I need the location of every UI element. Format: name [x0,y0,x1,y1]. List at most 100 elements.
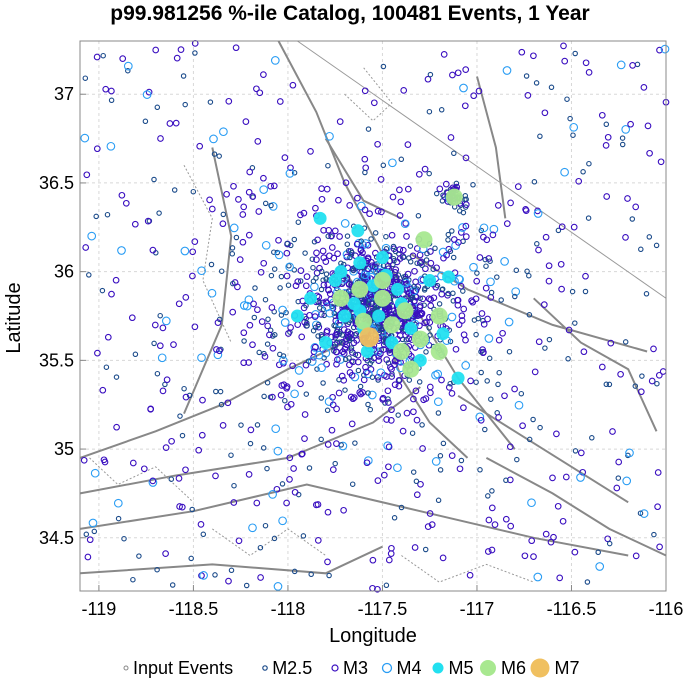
event-point [356,389,364,396]
event-point [261,353,269,360]
event-point [440,51,448,58]
event-point [82,244,90,251]
event-point [117,246,126,255]
event-point [413,478,420,485]
event-point [533,80,540,86]
event-point-m6 [351,280,369,298]
event-point [298,333,306,341]
event-point [531,368,539,376]
event-point [378,208,385,216]
event-point [478,348,484,355]
event-point [533,572,543,582]
event-point [488,289,495,296]
event-point [199,571,208,580]
event-point [297,380,304,388]
event-point [147,405,155,413]
event-point [549,474,556,482]
event-point [257,574,264,581]
event-point [407,353,415,360]
event-point [295,219,302,225]
event-point [216,153,222,159]
event-point [257,268,265,276]
event-point [113,498,123,508]
event-point [403,233,410,240]
event-point [186,392,193,399]
event-point [192,50,198,56]
event-point [469,262,478,272]
event-point [646,149,653,157]
event-point [318,286,325,293]
event-point [253,85,260,93]
event-point [318,395,325,401]
event-point [247,426,255,434]
event-point [323,276,329,282]
event-point [349,249,355,256]
event-point [399,427,407,435]
event-point [264,465,270,472]
event-point [312,501,320,509]
event-point [495,414,502,421]
event-point [545,277,553,285]
event-point [315,321,322,328]
event-point [162,444,170,451]
event-point [152,46,160,54]
event-point [358,240,368,250]
event-point [213,350,223,360]
event-point [264,379,271,386]
event-point [466,571,474,579]
event-point [558,223,566,231]
event-point [200,531,207,538]
event-point [398,504,405,511]
event-point [230,182,237,190]
event-point [188,555,194,562]
event-point [514,183,522,190]
event-point [413,245,421,252]
event-point [413,491,421,499]
event-point [409,286,419,296]
event-point [484,548,492,555]
event-point [261,393,267,400]
event-point [461,361,471,370]
event-point [526,272,532,279]
event-point [454,69,462,77]
event-point [462,222,470,230]
event-point [108,87,115,95]
event-point [332,331,339,339]
event-point [433,190,440,197]
event-point [313,249,320,257]
event-point [260,259,268,267]
event-point-m5 [360,345,374,358]
event-point [363,368,370,376]
event-point [245,359,253,366]
event-point [547,538,555,546]
event-point [149,246,157,254]
event-point [399,246,407,254]
event-point [467,377,474,385]
event-point [491,521,499,528]
event-point [317,311,325,318]
y-tick-label: 35 [54,439,74,459]
event-point [156,210,162,216]
event-point [422,395,430,402]
event-point-m5 [313,211,327,225]
event-point-m5 [338,309,352,323]
event-point [418,310,425,318]
event-point [225,97,233,105]
event-point [131,220,139,228]
event-point [391,361,398,369]
event-point [473,277,481,285]
event-point [303,273,311,280]
event-point [219,220,227,228]
event-point [414,260,420,266]
event-point [301,435,308,442]
event-point [450,236,458,243]
event-point [424,523,432,530]
event-point [632,552,640,560]
event-point [424,250,430,257]
event-point [627,120,634,128]
event-point [456,208,463,214]
event-point [388,158,397,168]
event-point [328,426,336,434]
event-point [357,390,365,398]
event-point [166,120,174,127]
